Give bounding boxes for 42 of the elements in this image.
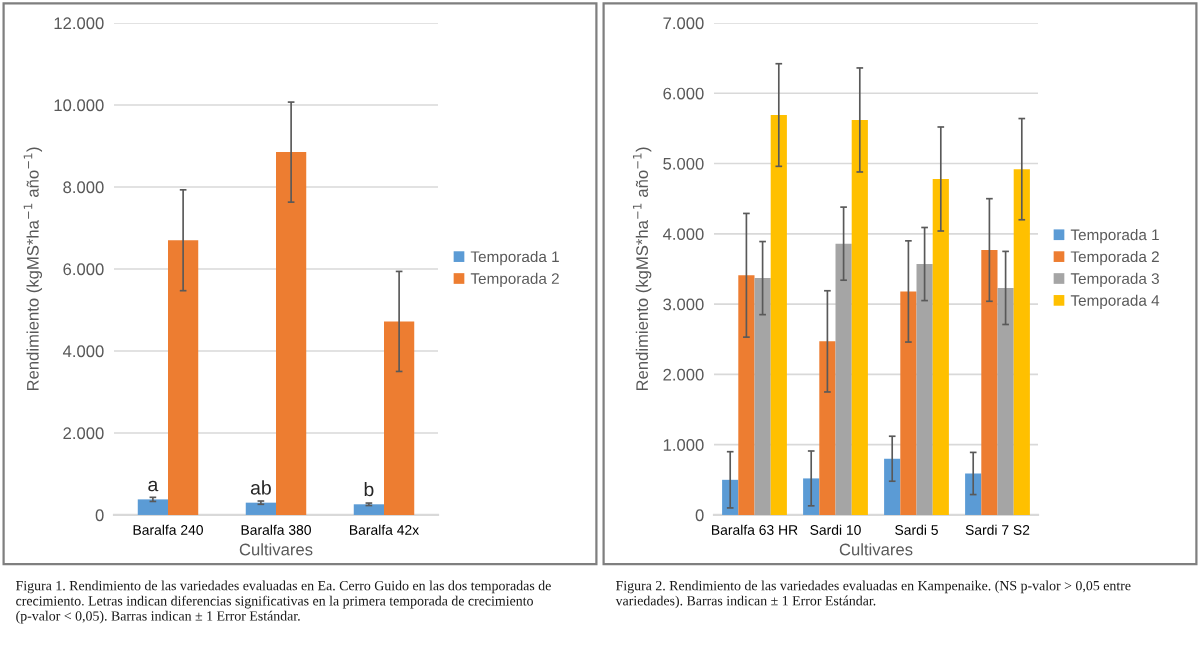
- annotation: ab: [250, 480, 271, 495]
- bar: [738, 275, 755, 515]
- y-tick-label: 6.000: [63, 263, 104, 276]
- y-axis-title: Rendimiento (kgMS*ha$^{−1}$ año$^{−1}$): [632, 147, 652, 391]
- y-tick-label: 0: [695, 509, 704, 522]
- bar: [835, 243, 852, 515]
- y-tick-label: 8.000: [63, 181, 104, 194]
- bar: [137, 499, 168, 515]
- bar: [1013, 169, 1030, 515]
- bar: [997, 287, 1014, 515]
- bar: [353, 504, 384, 515]
- bar: [932, 178, 949, 515]
- bar: [965, 473, 982, 515]
- y-tick-label: 2.000: [63, 427, 104, 440]
- bar: [884, 458, 901, 515]
- y-tick-label: 4.000: [62, 345, 104, 358]
- y-tick-label: 1.000: [663, 439, 704, 451]
- bar: [770, 115, 787, 515]
- y-tick-label: 12.000: [54, 17, 104, 30]
- bar: [384, 321, 415, 515]
- annotation: a: [148, 480, 159, 492]
- bar: [981, 249, 998, 515]
- y-tick-label: 0: [95, 509, 104, 522]
- y-tick-label: 7.000: [663, 17, 704, 30]
- bar: [754, 278, 771, 515]
- x-axis-title: Cultivares: [839, 543, 913, 556]
- bar: [245, 502, 276, 515]
- bar: [916, 264, 933, 515]
- y-axis-title: Rendimiento (kgMS*ha$^{−1}$ año$^{−1}$): [23, 147, 43, 391]
- annotation: b: [364, 482, 374, 497]
- x-axis-title: Cultivares: [239, 543, 313, 556]
- y-tick-label: 5.000: [663, 157, 704, 170]
- y-tick-label: 10.000: [54, 99, 104, 112]
- y-tick-label: 4.000: [662, 228, 704, 241]
- bar: [819, 341, 836, 515]
- bar: [168, 240, 199, 515]
- y-tick-label: 3.000: [663, 298, 704, 311]
- y-tick-label: 6.000: [663, 87, 704, 100]
- y-tick-label: 2.000: [663, 368, 704, 381]
- bar: [851, 119, 868, 515]
- bar: [276, 152, 307, 515]
- bar: [900, 291, 917, 515]
